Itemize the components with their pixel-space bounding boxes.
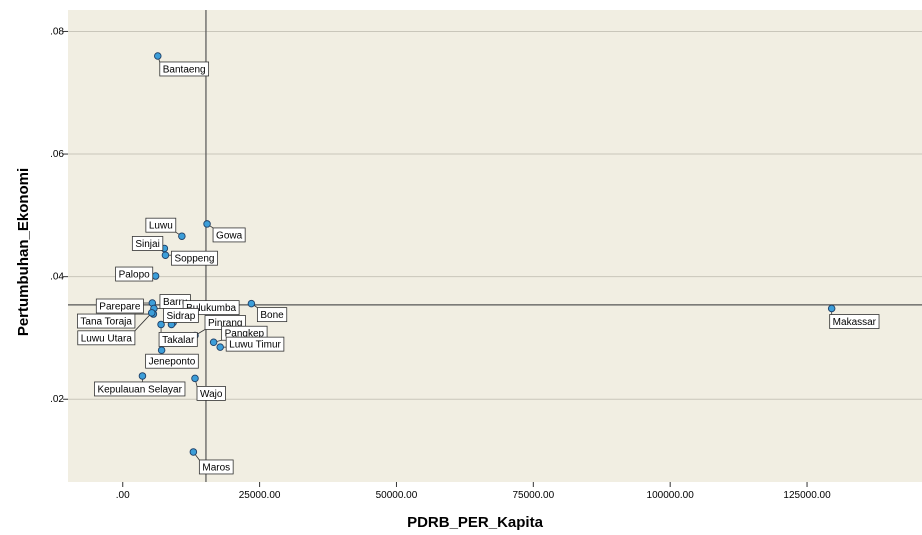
x-tick-label: .00: [116, 490, 130, 501]
point-label-box: [115, 266, 154, 282]
data-point: [138, 372, 147, 380]
x-tick-label: 25000.00: [239, 490, 281, 501]
point-label-box: [158, 332, 198, 347]
point-label: Jeneponto: [145, 353, 199, 369]
point-label-text: Takalar: [162, 335, 195, 346]
x-tick-label: 100000.00: [647, 490, 695, 501]
point-label-text: Maros: [202, 462, 230, 473]
point-label-text: Bantaeng: [163, 64, 206, 75]
y-tick-label: .02: [50, 394, 64, 405]
point-label-box: [145, 217, 177, 233]
point-label: Makassar: [829, 314, 880, 329]
point-label-box: [94, 381, 186, 397]
y-tick-label: .08: [50, 26, 64, 37]
x-tick-label: 75000.00: [512, 490, 554, 501]
point-label-box: [212, 227, 246, 243]
point-label-text: Pangkep: [225, 329, 265, 340]
point-label: Wajo: [196, 386, 226, 401]
point-label-box: [163, 308, 199, 323]
point-label-text: Gowa: [216, 230, 243, 241]
plot-area: [68, 10, 922, 482]
x-axis-ticks: .00 25000.00 50000.00 75000.00 100000.00 1250…: [116, 482, 831, 501]
x-axis-label: PDRB_PER_Kapita: [407, 514, 544, 530]
point-label-text: Wajo: [200, 389, 223, 400]
point-label-box: [159, 61, 210, 77]
data-point: [157, 346, 166, 354]
point-label-text: Palopo: [119, 270, 151, 281]
point-label-text: Bulukumba: [186, 303, 236, 314]
point-label-text: Luwu Utara: [81, 333, 133, 344]
label-leader-line: [134, 312, 153, 332]
point-label-box: [196, 386, 226, 401]
data-point: [148, 309, 156, 317]
point-labels: Bantaeng Gowa Luwu Sinjai Soppeng Palopo Parep…: [77, 61, 880, 475]
data-point: [178, 232, 186, 240]
data-point: [216, 343, 224, 351]
y-axis-ticks: .02 .04 .06 .08: [50, 26, 68, 405]
point-label-text: Luwu Timur: [229, 340, 281, 351]
y-tick-label: .06: [50, 149, 64, 160]
point-label-text: Sinjai: [135, 239, 159, 250]
point-label-text: Luwu: [149, 221, 173, 232]
point-label-box: [95, 298, 144, 314]
point-label-text: Tana Toraja: [80, 317, 132, 328]
point-label: Palopo: [115, 266, 154, 282]
data-point: [161, 251, 170, 259]
point-label-box: [256, 307, 288, 323]
point-label: Sinjai: [131, 236, 164, 251]
data-point: [247, 299, 256, 308]
point-label-text: Jeneponto: [149, 357, 196, 368]
point-label-box: [77, 313, 136, 329]
point-label-text: Sidrap: [166, 311, 195, 322]
point-label-box: [145, 353, 199, 369]
data-point: [151, 272, 160, 280]
point-label-box: [171, 250, 218, 266]
x-tick-label: 125000.00: [783, 490, 831, 501]
point-label-text: Bone: [260, 310, 284, 321]
point-label: Gowa: [212, 227, 246, 243]
point-label: Bone: [256, 307, 288, 323]
data-point: [157, 320, 165, 329]
data-point: [189, 448, 198, 456]
data-point: [191, 374, 199, 383]
point-label: Parepare: [95, 298, 144, 314]
point-label-text: Soppeng: [174, 254, 214, 265]
point-label: Luwu Utara: [77, 330, 136, 346]
data-point: [154, 52, 162, 60]
point-label-text: Makassar: [833, 317, 877, 328]
point-label-box: [225, 336, 285, 352]
data-point: [209, 338, 218, 346]
point-label-text: Kepulauan Selayar: [97, 384, 182, 395]
point-label-text: Parepare: [99, 302, 141, 313]
y-axis-label: Pertumbuhan_Ekonomi: [15, 168, 32, 336]
point-label: Maros: [198, 459, 234, 475]
data-point: [827, 304, 836, 313]
point-label-box: [829, 314, 880, 329]
point-label: Luwu Timur: [225, 336, 285, 352]
point-label-box: [77, 330, 136, 346]
y-tick-label: .04: [50, 272, 64, 283]
point-label: Sidrap: [163, 308, 199, 323]
data-point: [203, 220, 211, 228]
x-tick-label: 50000.00: [376, 490, 418, 501]
point-label: Tana Toraja: [77, 313, 136, 329]
point-label: Takalar: [158, 332, 198, 347]
point-label: Soppeng: [171, 250, 218, 266]
point-label-box: [131, 236, 164, 251]
point-label-text: Pinrang: [208, 318, 242, 329]
point-label-box: [198, 459, 234, 475]
point-label: Kepulauan Selayar: [94, 381, 186, 397]
point-label-text: Barru: [163, 297, 187, 308]
point-label: Luwu: [145, 217, 177, 233]
point-label: Bantaeng: [159, 61, 210, 77]
